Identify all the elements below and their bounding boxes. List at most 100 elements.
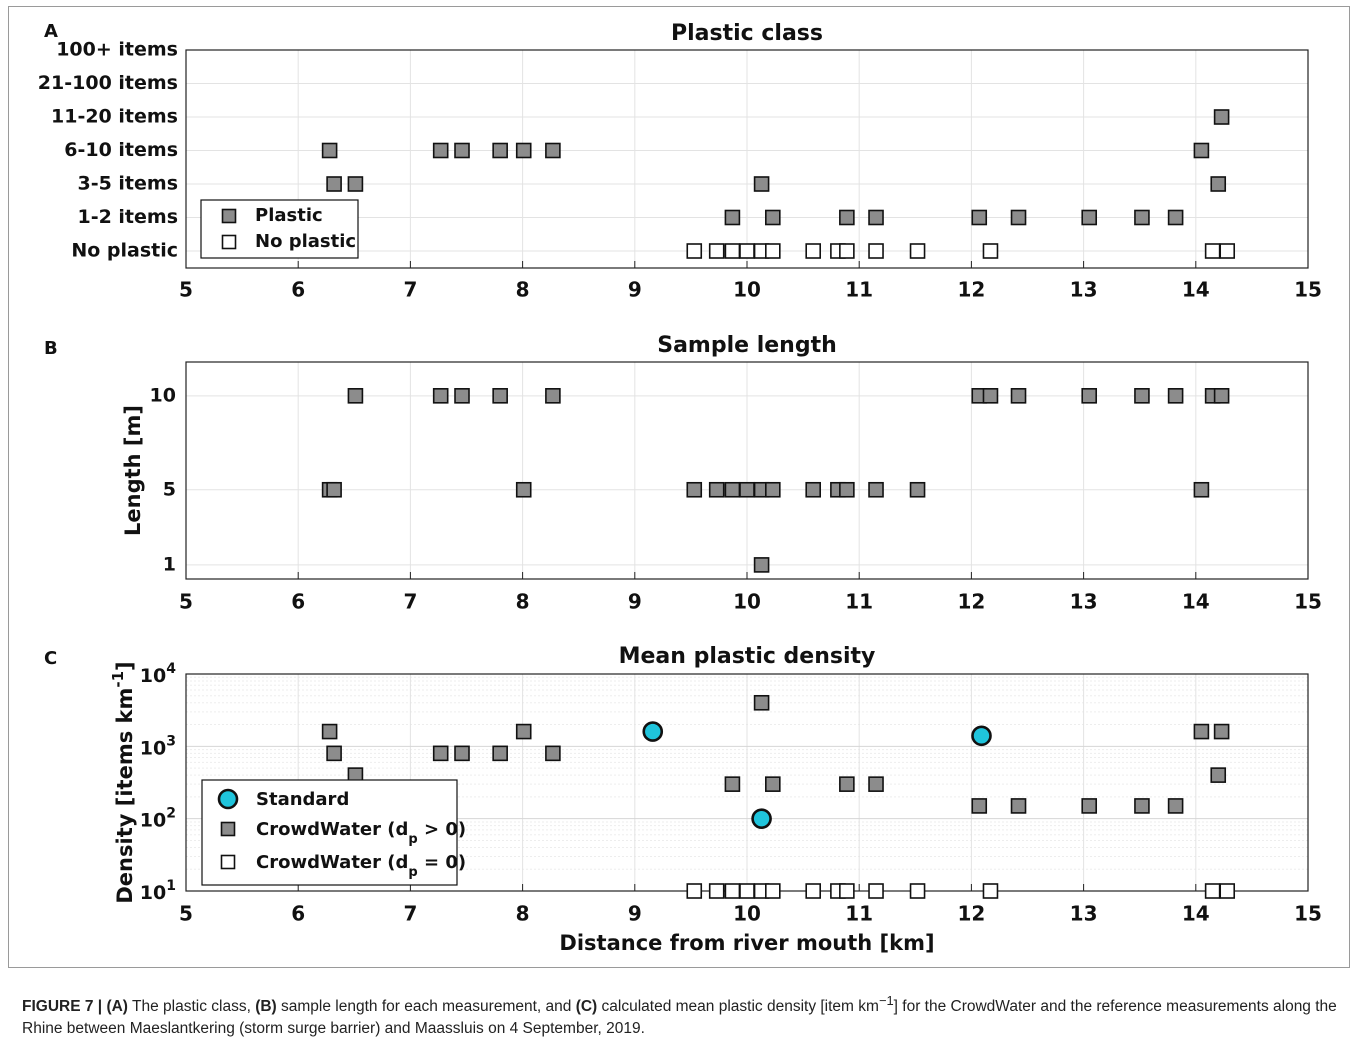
legend-box xyxy=(201,779,458,886)
legend-marker xyxy=(217,788,239,810)
plastic-marker xyxy=(1210,767,1227,783)
y-axis-label: Density [items km-1] xyxy=(109,661,137,903)
x-tick-label: 6 xyxy=(291,590,305,614)
plastic-marker xyxy=(347,388,364,404)
plastic-marker xyxy=(753,694,770,711)
standard-marker xyxy=(642,721,664,742)
x-tick-label: 5 xyxy=(179,278,193,302)
plastic-marker xyxy=(909,481,926,498)
y-tick-label: 1-2 items xyxy=(77,206,178,228)
plastic-marker xyxy=(1213,109,1230,125)
legend-label: Plastic xyxy=(255,205,323,226)
plastic-marker xyxy=(545,388,561,404)
no-plastic-marker xyxy=(1204,243,1221,259)
plastic-marker xyxy=(432,388,449,404)
panel-letter-c: C xyxy=(44,648,57,669)
y-tick-base: 10 xyxy=(140,665,166,687)
y-axis-label-superscript: -1 xyxy=(109,671,127,688)
legend-label-end: = 0) xyxy=(418,852,466,873)
plastic-marker xyxy=(839,481,855,498)
plastic-marker xyxy=(839,209,855,226)
no-plastic-marker xyxy=(805,883,821,899)
x-tick-label: 8 xyxy=(516,590,530,614)
x-tick-label: 14 xyxy=(1182,902,1210,926)
legend-label: CrowdWater (dp > 0) xyxy=(256,819,466,847)
plastic-marker xyxy=(971,209,988,226)
plastic-marker xyxy=(454,745,470,762)
no-plastic-marker xyxy=(982,243,999,259)
plastic-marker xyxy=(739,481,755,498)
no-plastic-marker xyxy=(708,243,725,259)
plastic-marker xyxy=(1193,481,1210,498)
no-plastic-marker xyxy=(805,243,821,259)
plastic-marker xyxy=(1134,388,1150,404)
plastic-marker xyxy=(1081,209,1098,226)
legend-marker xyxy=(220,854,236,870)
no-plastic-marker xyxy=(739,243,755,259)
y-axis-label-text: Density [items km xyxy=(113,688,137,904)
caption-ref-c: (C) xyxy=(575,998,598,1016)
plastic-marker xyxy=(1193,142,1210,159)
caption-text-4: ] for the CrowdWater and the reference m… xyxy=(22,998,1337,1038)
y-tick-base: 10 xyxy=(140,737,166,759)
x-tick-label: 13 xyxy=(1070,902,1098,926)
panel-title: Sample length xyxy=(657,333,837,358)
no-plastic-marker xyxy=(724,243,741,259)
plastic-marker xyxy=(515,142,532,159)
y-tick-label: 5 xyxy=(163,478,176,500)
plastic-marker xyxy=(1210,176,1227,192)
plastic-marker xyxy=(347,176,364,192)
x-tick-label: 9 xyxy=(628,278,642,302)
x-tick-label: 15 xyxy=(1294,902,1322,926)
plastic-marker xyxy=(515,481,532,498)
figure-frame xyxy=(8,6,1350,968)
panel-title: Mean plastic density xyxy=(619,644,876,669)
y-tick-label: 103 xyxy=(140,733,176,759)
plastic-marker xyxy=(868,776,884,792)
y-tick-label: 10 xyxy=(150,384,176,406)
plastic-marker xyxy=(805,481,821,498)
x-tick-label: 9 xyxy=(628,902,642,926)
x-tick-label: 10 xyxy=(733,902,761,926)
x-tick-label: 7 xyxy=(403,902,417,926)
plastic-marker xyxy=(454,388,470,404)
plastic-marker xyxy=(765,481,781,498)
plastic-marker xyxy=(1010,209,1027,226)
y-tick-base: 10 xyxy=(140,882,166,904)
x-tick-label: 5 xyxy=(179,590,193,614)
plastic-marker xyxy=(492,142,508,159)
plastic-marker xyxy=(1213,723,1230,740)
x-axis-label: Distance from river mouth [km] xyxy=(559,931,934,955)
plastic-marker xyxy=(1167,209,1184,226)
x-tick-label: 10 xyxy=(733,278,761,302)
no-plastic-marker xyxy=(982,883,999,899)
plastic-marker xyxy=(321,723,338,740)
legend-label-end: > 0) xyxy=(418,819,466,840)
plastic-marker xyxy=(1167,798,1184,814)
x-tick-label: 15 xyxy=(1294,278,1322,302)
x-tick-label: 12 xyxy=(957,902,985,926)
plastic-marker xyxy=(1134,209,1150,226)
y-tick-label: 21-100 items xyxy=(38,72,178,94)
y-tick-label: No plastic xyxy=(71,240,178,262)
panel-letter-a: A xyxy=(44,21,58,42)
no-plastic-marker xyxy=(839,243,855,259)
legend-label-subscript: p xyxy=(408,865,417,880)
legend-label-text: Standard xyxy=(256,789,349,810)
caption-ref-b: (B) xyxy=(255,998,277,1016)
plastic-marker xyxy=(765,776,781,792)
plastic-marker xyxy=(492,388,508,404)
plastic-marker xyxy=(326,176,342,192)
plastic-marker xyxy=(765,209,781,226)
plastic-marker xyxy=(971,798,988,814)
x-tick-label: 8 xyxy=(516,278,530,302)
plastic-marker xyxy=(753,557,770,573)
y-tick-label: 3-5 items xyxy=(77,173,178,195)
plastic-marker xyxy=(868,481,884,498)
x-tick-label: 7 xyxy=(403,278,417,302)
plastic-marker xyxy=(868,209,884,226)
no-plastic-marker xyxy=(686,883,703,899)
no-plastic-marker xyxy=(724,883,741,899)
y-axis-label: Length [m] xyxy=(121,405,145,536)
caption-text-2: sample length for each measurement, and xyxy=(276,998,576,1016)
